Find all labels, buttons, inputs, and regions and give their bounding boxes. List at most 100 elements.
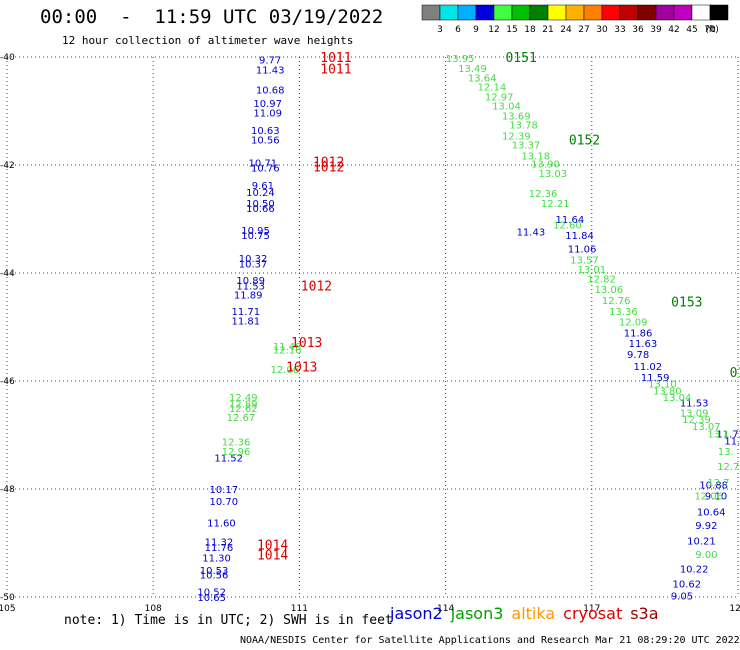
data-point-label: 12.97	[485, 92, 514, 103]
colorbar-swatch	[637, 4, 657, 21]
data-point-label: 1014	[257, 539, 288, 554]
data-point-label: 11.32	[205, 537, 234, 548]
colorbar-tick-label: 3	[437, 25, 443, 35]
data-point-label: 12.82	[587, 274, 616, 285]
y-tick-label: -48	[0, 485, 15, 495]
axis-ticks: 105 108 111 114 117 120 -40 -42 -44 -46 -48 -50	[0, 53, 740, 614]
data-point-label: 10.56	[200, 570, 229, 581]
data-point-label: 13.18	[521, 151, 550, 162]
data-point-label: 13.78	[509, 121, 538, 132]
x-tick-label: 108	[145, 604, 162, 614]
credit-line: NOAA/NESDIS Center for Satellite Applica…	[240, 635, 740, 646]
data-point-label: 10.71	[249, 158, 278, 169]
data-point-label: 12.06	[270, 365, 299, 376]
legend-s3a: s3a	[630, 604, 659, 623]
data-point-label: 9.00	[695, 550, 717, 561]
data-point-label: 9.78	[627, 350, 649, 361]
data-point-label: 12.39	[502, 131, 531, 142]
data-point-label: 10.50	[246, 199, 275, 210]
data-point-label: 13.10	[648, 380, 677, 391]
data-point-label: 1013	[291, 336, 322, 351]
data-point-label: 11.59	[641, 373, 670, 384]
data-point-label: 11.81	[231, 317, 260, 328]
colorbar-tick-label: 30	[596, 25, 608, 35]
colorbar-tick-label: 21	[542, 25, 553, 35]
data-point-label: 11.64	[556, 215, 585, 226]
data-point-label: 12.06	[694, 491, 723, 502]
data-point-label: 9.10	[705, 491, 727, 502]
data-point-label: 13.80	[653, 387, 682, 398]
colorbar-swatch	[457, 4, 477, 21]
data-point-label: 11.09	[253, 109, 282, 120]
data-point-label: 13.07	[692, 422, 721, 433]
data-point-label: 12.21	[541, 199, 570, 210]
colorbar-swatch	[691, 4, 711, 21]
data-point-label: 11.06	[568, 245, 597, 256]
data-point-label: 12.60	[553, 220, 582, 231]
data-point-label: 10.66	[246, 204, 275, 215]
data-point-label: 12.36	[222, 437, 251, 448]
legend-jason2: jason2	[390, 604, 443, 623]
colorbar-tick-label: 9	[473, 25, 479, 35]
data-point-label: 10.68	[256, 85, 285, 96]
data-point-label: 12.96	[222, 447, 251, 458]
y-tick-label: -40	[0, 53, 15, 63]
colorbar-swatch	[709, 4, 729, 21]
colorbar-tick-label: 36	[632, 25, 644, 35]
y-tick-label: -46	[0, 377, 15, 387]
data-point-label: 13.37	[512, 140, 541, 151]
data-point-label: 12.89	[229, 400, 258, 411]
data-point-label: 11.53	[680, 399, 709, 410]
x-tick-label: 114	[437, 604, 454, 614]
colorbar-tick-label: 45	[686, 25, 697, 35]
data-point-label: 11.76	[205, 543, 234, 554]
data-point-label: 13.06	[595, 285, 624, 296]
colorbar-swatch	[421, 4, 441, 21]
data-point-label: 11.53	[236, 281, 265, 292]
data-point-label: 10.89	[236, 276, 265, 287]
legend-altika: altika	[511, 604, 556, 623]
colorbar-tick-label: 27	[578, 25, 589, 35]
data-point-label: 12.67	[227, 413, 256, 424]
colorbar-tick-label: 39	[650, 25, 662, 35]
data-point-label: 1012	[313, 161, 344, 176]
data-point-label: 10.97	[253, 99, 282, 110]
data-point-label: 12.16	[273, 346, 302, 357]
data-point-label: 12.09	[619, 318, 648, 329]
data-point-label: 0151	[505, 51, 536, 66]
data-point-label: 13.69	[502, 111, 531, 122]
data-point-label: 0153	[730, 366, 740, 381]
satellite-legend: jason2 jason3 altika cryosat s3a	[390, 604, 667, 623]
data-point-label: 11.48	[273, 342, 302, 353]
data-point-label: 1013	[286, 361, 317, 376]
data-point-label: 10.76	[251, 164, 280, 175]
colorbar-tick-label: 12	[488, 25, 499, 35]
data-point-label: 10.21	[687, 536, 716, 547]
colorbar-swatch	[673, 4, 693, 21]
legend-jason3: jason3	[450, 604, 504, 623]
x-tick-label: 117	[583, 604, 600, 614]
colorbar-swatch	[439, 4, 459, 21]
data-point-label: 13.1	[707, 429, 729, 440]
data-point-label: 11.60	[207, 518, 236, 529]
data-point-label: 13.49	[458, 64, 487, 75]
data-point-label: 13.09	[680, 408, 709, 419]
data-point-label: 12.39	[682, 415, 711, 426]
data-point-label: 12.36	[529, 189, 558, 200]
colorbar-tick-label: 18	[524, 25, 536, 35]
data-point-label: 13.64	[468, 74, 497, 85]
colorbar-tick-label: 42	[668, 25, 679, 35]
data-point-label: 11.84	[565, 231, 594, 242]
colorbar-tick-label: 33	[614, 25, 625, 35]
data-point-label: 11.71	[231, 307, 260, 318]
data-point-label: 9.05	[671, 591, 693, 602]
data-point-label: 13.	[718, 447, 734, 458]
data-point-label: 13.95	[446, 54, 475, 65]
chart-subtitle: 12 hour collection of altimeter wave hei…	[62, 34, 354, 47]
data-point-label: 11.30	[202, 554, 231, 565]
data-point-label: 10.75	[241, 231, 270, 242]
colorbar-swatch	[583, 4, 603, 21]
data-point-label: 11.43	[256, 65, 285, 76]
data-point-label: 11.0	[724, 436, 740, 447]
